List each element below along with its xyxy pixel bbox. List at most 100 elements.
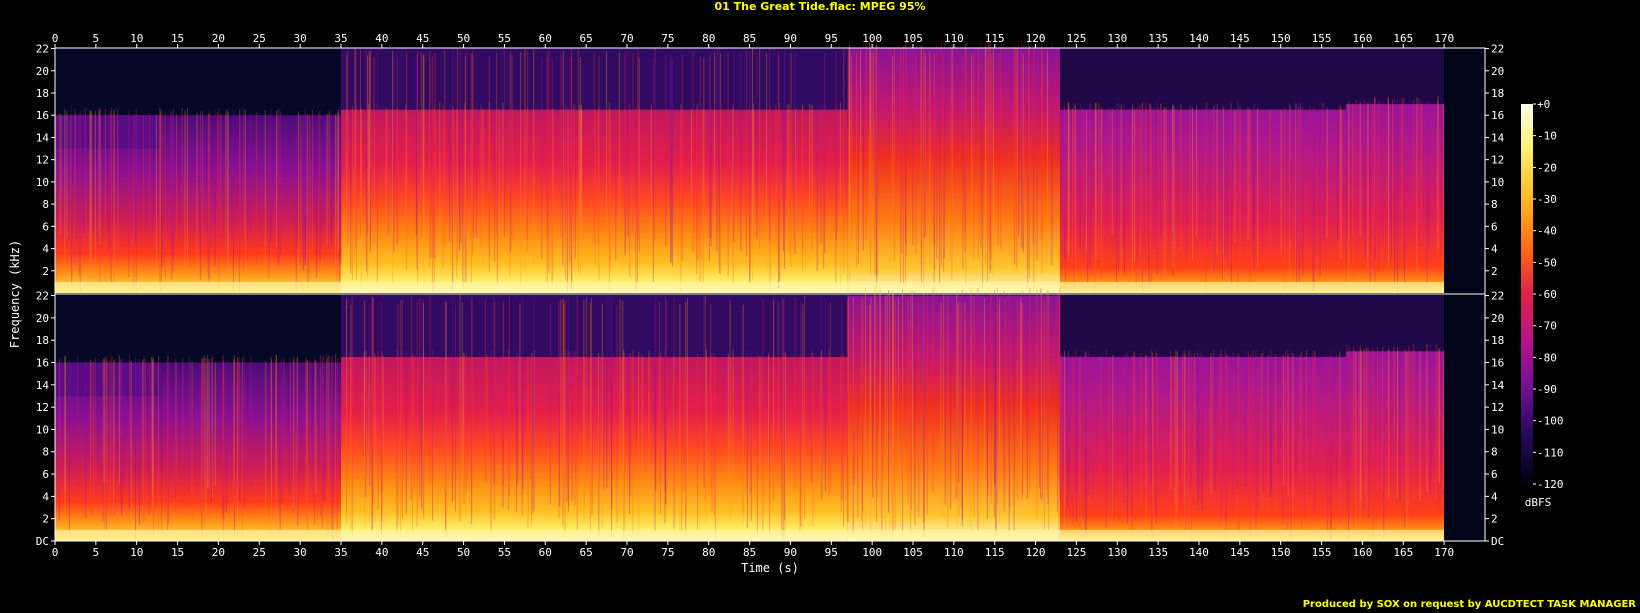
colorbar-scale (1521, 104, 1533, 484)
low-freq-band (55, 281, 1445, 293)
y-tick-label-right: 2 (1491, 265, 1498, 278)
x-tick-label-bottom: 150 (1271, 546, 1291, 559)
x-tick-label-bottom: 15 (171, 546, 184, 559)
y-tick-label-right: 6 (1491, 468, 1498, 481)
x-tick-label-bottom: 170 (1434, 546, 1454, 559)
x-tick-label-bottom: 105 (903, 546, 923, 559)
x-tick-label-bottom: 0 (52, 546, 59, 559)
x-tick-label-bottom: 125 (1066, 546, 1086, 559)
x-tick-label-bottom: 45 (416, 546, 429, 559)
y-tick-label-left: 18 (36, 334, 49, 347)
signal-band (341, 356, 848, 541)
x-tick-label-bottom: 80 (702, 546, 715, 559)
y-tick-label-left: 18 (36, 87, 49, 100)
x-tick-label-top: 110 (944, 32, 964, 45)
y-tick-label-right: 4 (1491, 490, 1498, 503)
y-tick-label-right: 12 (1491, 154, 1504, 167)
y-tick-label-left: 16 (36, 109, 49, 122)
x-tick-label-top: 130 (1107, 32, 1127, 45)
x-tick-label-top: 10 (130, 32, 143, 45)
colorbar-tick-label: -120 (1537, 478, 1564, 491)
x-tick-label-top: 105 (903, 32, 923, 45)
x-tick-label-bottom: 10 (130, 546, 143, 559)
x-tick-label-top: 160 (1352, 32, 1372, 45)
x-tick-label-top: 90 (784, 32, 797, 45)
x-tick-label-top: 30 (294, 32, 307, 45)
colorbar-tick-label: -50 (1537, 256, 1557, 269)
y-tick-label-left: 20 (36, 65, 49, 78)
x-tick-label-bottom: 25 (253, 546, 266, 559)
noise-region (161, 48, 341, 116)
x-tick-label-bottom: 155 (1312, 546, 1332, 559)
x-tick-label-top: 80 (702, 32, 715, 45)
y-tick-label-left: 10 (36, 423, 49, 436)
x-tick-label-bottom: 115 (985, 546, 1005, 559)
colorbar-tick-label: -110 (1537, 446, 1564, 459)
x-tick-label-bottom: 60 (539, 546, 552, 559)
colorbar-tick-label: -100 (1537, 415, 1564, 428)
x-tick-label-top: 165 (1393, 32, 1413, 45)
colorbar-tick-label: -40 (1537, 225, 1557, 238)
x-tick-label-bottom: 90 (784, 546, 797, 559)
x-tick-label-top: 25 (253, 32, 266, 45)
x-tick-label-top: 55 (498, 32, 511, 45)
signal-band (1346, 351, 1445, 541)
y-tick-label-right: 16 (1491, 109, 1504, 122)
x-tick-label-top: 125 (1066, 32, 1086, 45)
x-tick-label-bottom: 160 (1352, 546, 1372, 559)
x-tick-label-top: 100 (862, 32, 882, 45)
y-tick-label-right: 10 (1491, 423, 1504, 436)
x-tick-label-bottom: 100 (862, 546, 882, 559)
y-tick-label-left: 16 (36, 356, 49, 369)
y-tick-label-right: 2 (1491, 513, 1498, 526)
colorbar-tick-label: -30 (1537, 193, 1557, 206)
x-tick-label-bottom: 120 (1026, 546, 1046, 559)
y-tick-label-left: DC (36, 535, 49, 548)
x-tick-label-top: 35 (334, 32, 347, 45)
x-tick-label-top: 85 (743, 32, 756, 45)
y-tick-label-right: 18 (1491, 334, 1504, 347)
signal-band (1060, 356, 1347, 541)
channel-panel-2 (55, 287, 1485, 541)
colorbar-tick-label: -60 (1537, 288, 1557, 301)
colorbar-tick-label: -20 (1537, 161, 1557, 174)
y-tick-label-left: 6 (42, 220, 49, 233)
y-tick-label-right: DC (1491, 535, 1504, 548)
signal-band (161, 115, 341, 293)
x-tick-label-bottom: 5 (93, 546, 100, 559)
x-tick-label-bottom: 40 (375, 546, 388, 559)
x-tick-label-top: 75 (661, 32, 674, 45)
y-tick-label-left: 6 (42, 468, 49, 481)
x-tick-label-top: 150 (1271, 32, 1291, 45)
x-tick-label-top: 95 (825, 32, 838, 45)
y-tick-label-right: 12 (1491, 401, 1504, 414)
x-tick-label-top: 15 (171, 32, 184, 45)
x-tick-label-top: 60 (539, 32, 552, 45)
x-tick-label-bottom: 50 (457, 546, 470, 559)
noise-region (1060, 295, 1347, 357)
noise-region (1060, 48, 1347, 110)
x-tick-label-bottom: 30 (294, 546, 307, 559)
y-tick-label-right: 18 (1491, 87, 1504, 100)
x-tick-label-top: 135 (1148, 32, 1168, 45)
transient-streaks (55, 40, 1444, 293)
signal-band (1060, 109, 1347, 294)
low-freq-band (55, 529, 1445, 541)
x-tick-label-bottom: 85 (743, 546, 756, 559)
y-tick-label-left: 14 (36, 131, 50, 144)
y-tick-label-right: 14 (1491, 131, 1505, 144)
y-tick-label-left: 4 (42, 243, 49, 256)
y-tick-label-right: 20 (1491, 312, 1504, 325)
x-tick-label-top: 5 (93, 32, 100, 45)
x-tick-label-bottom: 165 (1393, 546, 1413, 559)
y-tick-label-left: 14 (36, 379, 50, 392)
chart-title: 01 The Great Tide.flac: MPEG 95% (714, 0, 926, 13)
y-tick-label-left: 12 (36, 154, 49, 167)
x-tick-label-bottom: 55 (498, 546, 511, 559)
noise-region (1346, 295, 1445, 352)
y-tick-label-right: 10 (1491, 176, 1504, 189)
colorbar-label: dBFS (1525, 496, 1552, 509)
y-tick-label-right: 6 (1491, 220, 1498, 233)
x-tick-label-bottom: 65 (580, 546, 593, 559)
